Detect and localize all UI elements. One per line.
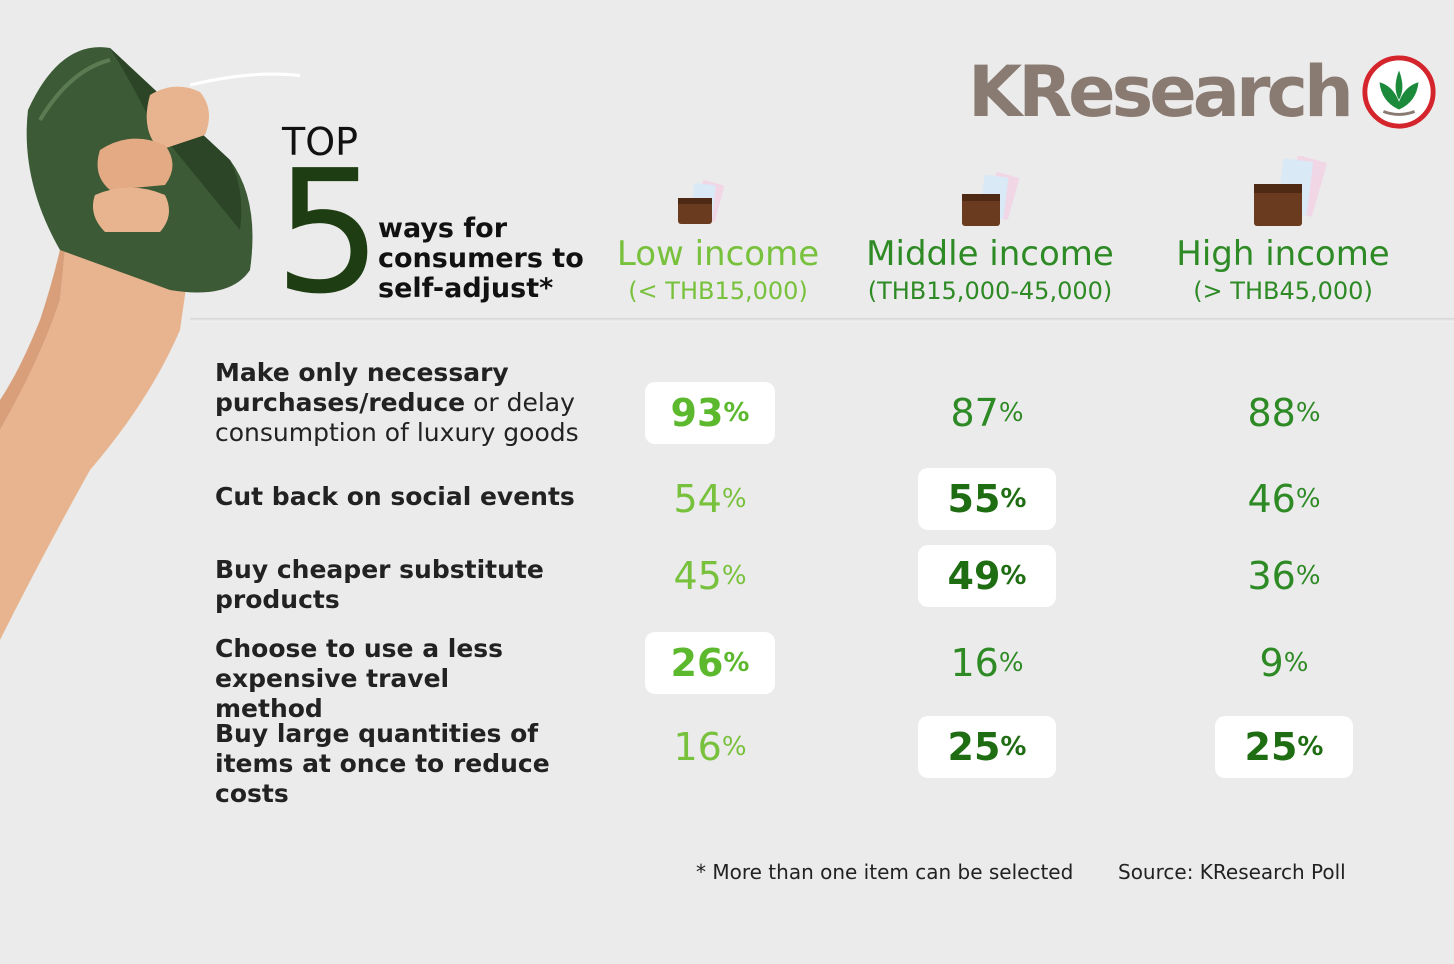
column-range: (THB15,000-45,000) bbox=[867, 277, 1113, 305]
value-cell: 46% bbox=[1215, 468, 1353, 530]
value-unit: % bbox=[1000, 484, 1027, 514]
row-label-bold: Make only necessary purchases/reduce bbox=[215, 358, 509, 417]
value-number: 88 bbox=[1247, 391, 1296, 435]
value-cell: 16% bbox=[645, 716, 775, 778]
value-unit: % bbox=[1000, 561, 1027, 591]
logo-text: KResearch bbox=[968, 51, 1354, 133]
footnote: * More than one item can be selected bbox=[696, 860, 1074, 884]
column-range: (< THB15,000) bbox=[628, 277, 808, 305]
title-number: 5 bbox=[274, 134, 382, 332]
value-cell: 26% bbox=[645, 632, 775, 694]
wallet-money-icon bbox=[678, 180, 725, 224]
value-cell: 49% bbox=[918, 545, 1056, 607]
row-label: Cut back on social events bbox=[215, 482, 615, 512]
value-unit: % bbox=[723, 648, 750, 678]
column-middle-income: Middle income (THB15,000-45,000) bbox=[852, 232, 1128, 306]
value-number: 55 bbox=[947, 477, 1001, 521]
value-number: 87 bbox=[950, 391, 999, 435]
title-top: TOP bbox=[282, 120, 359, 164]
kresearch-logo: KResearch bbox=[968, 51, 1438, 133]
value-unit: % bbox=[998, 648, 1024, 678]
value-number: 25 bbox=[947, 725, 1001, 769]
wallet-money-icon bbox=[962, 172, 1020, 226]
value-unit: % bbox=[1295, 484, 1321, 514]
row-label: Make only necessary purchases/reduce or … bbox=[215, 358, 615, 448]
kasikorn-leaf-icon bbox=[1362, 55, 1436, 129]
column-high-income: High income (> THB45,000) bbox=[1166, 232, 1400, 306]
value-unit: % bbox=[721, 484, 747, 514]
source-note: Source: KResearch Poll bbox=[1118, 860, 1346, 884]
value-cell: 87% bbox=[918, 382, 1056, 444]
value-number: 36 bbox=[1247, 554, 1296, 598]
value-number: 49 bbox=[947, 554, 1001, 598]
header-divider bbox=[190, 318, 1454, 322]
value-cell: 16% bbox=[918, 632, 1056, 694]
column-name: High income bbox=[1176, 234, 1390, 274]
value-unit: % bbox=[998, 398, 1024, 428]
value-cell: 25% bbox=[1215, 716, 1353, 778]
column-name: Middle income bbox=[866, 234, 1114, 274]
value-unit: % bbox=[1295, 398, 1321, 428]
value-number: 26 bbox=[670, 641, 724, 685]
row-label: Choose to use a less expensive travel me… bbox=[215, 634, 555, 724]
row-label-bold: Cut back on social events bbox=[215, 482, 575, 511]
title-line-3: self-adjust* bbox=[378, 273, 554, 304]
value-unit: % bbox=[721, 561, 747, 591]
hand-wallet-illustration bbox=[0, 47, 300, 640]
value-number: 16 bbox=[673, 725, 722, 769]
column-name: Low income bbox=[616, 234, 820, 274]
title-text: ways for consumers to self-adjust* bbox=[378, 214, 584, 304]
value-unit: % bbox=[721, 732, 747, 762]
value-unit: % bbox=[1000, 732, 1027, 762]
column-range: (> THB45,000) bbox=[1193, 277, 1373, 305]
value-number: 45 bbox=[673, 554, 722, 598]
title-line-2: consumers to bbox=[378, 243, 584, 274]
value-number: 93 bbox=[670, 391, 724, 435]
row-label: Buy large quantities of items at once to… bbox=[215, 719, 615, 809]
row-label-bold: Choose to use a less expensive travel me… bbox=[215, 634, 504, 723]
value-unit: % bbox=[1295, 561, 1321, 591]
value-cell: 54% bbox=[645, 468, 775, 530]
value-cell: 45% bbox=[645, 545, 775, 607]
value-number: 54 bbox=[673, 477, 722, 521]
value-cell: 9% bbox=[1215, 632, 1353, 694]
row-label-regular: or delay consumption of luxury goods bbox=[215, 388, 579, 447]
row-label: Buy cheaper substitute products bbox=[215, 555, 545, 615]
value-unit: % bbox=[1297, 732, 1324, 762]
value-cell: 36% bbox=[1215, 545, 1353, 607]
value-cell: 55% bbox=[918, 468, 1056, 530]
title-line-1: ways for bbox=[378, 213, 508, 244]
column-low-income: Low income (< THB15,000) bbox=[612, 232, 824, 306]
value-cell: 88% bbox=[1215, 382, 1353, 444]
value-number: 16 bbox=[950, 641, 999, 685]
value-cell: 93% bbox=[645, 382, 775, 444]
value-cell: 25% bbox=[918, 716, 1056, 778]
value-number: 9 bbox=[1259, 641, 1284, 685]
wallet-money-icon bbox=[1254, 156, 1327, 226]
value-unit: % bbox=[1283, 648, 1309, 678]
value-unit: % bbox=[723, 398, 750, 428]
row-label-bold: Buy cheaper substitute products bbox=[215, 555, 544, 614]
value-number: 25 bbox=[1244, 725, 1298, 769]
value-number: 46 bbox=[1247, 477, 1296, 521]
row-label-bold: Buy large quantities of items at once to… bbox=[215, 719, 550, 808]
